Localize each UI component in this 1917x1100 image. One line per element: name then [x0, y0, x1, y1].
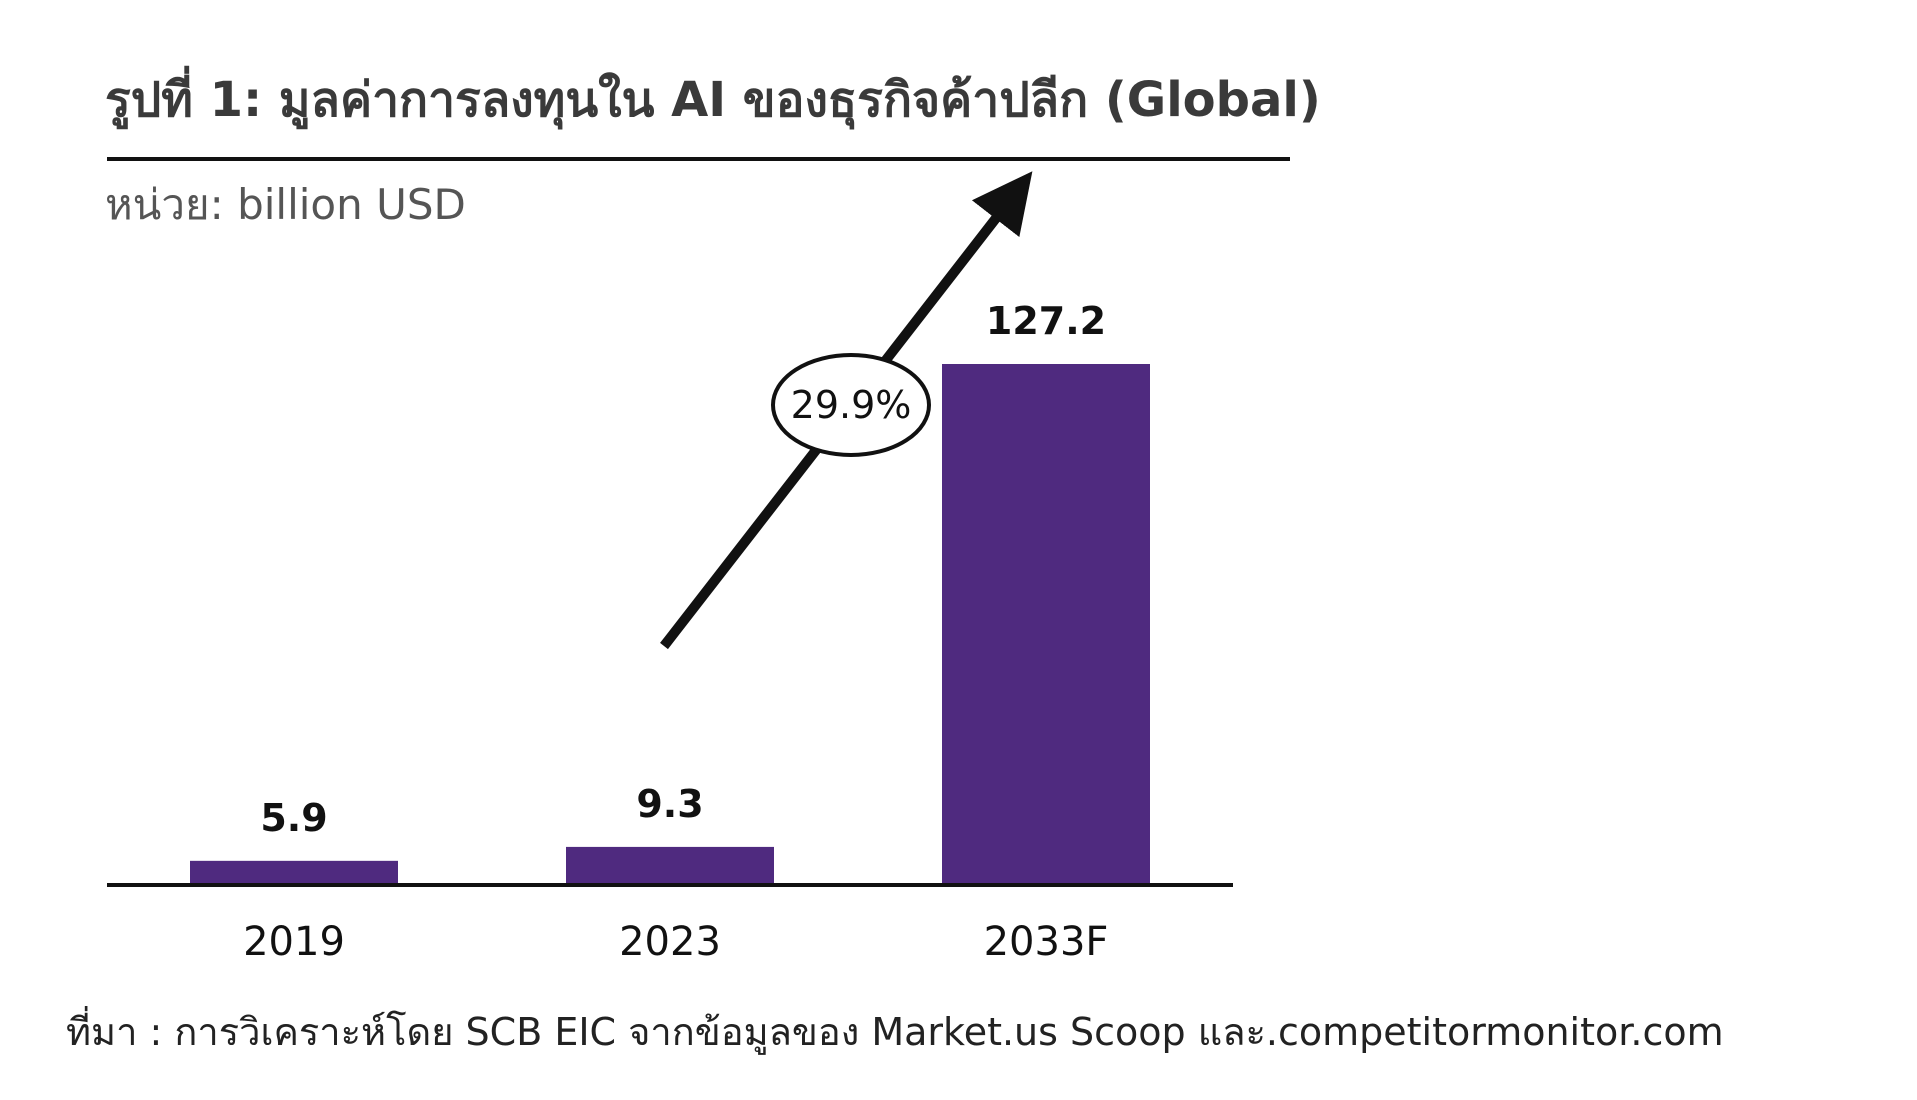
bar-2019: [190, 860, 398, 885]
bar-2023: [566, 846, 774, 885]
x-tick-label-2023: 2023: [619, 919, 721, 965]
growth-annotation: 29.9%: [660, 171, 1033, 650]
bar-2033f: [942, 364, 1150, 885]
x-tick-label-2033f: 2033F: [984, 919, 1109, 965]
x-tick-label-2019: 2019: [243, 919, 345, 965]
growth-rate-label: 29.9%: [791, 383, 912, 427]
growth-rate-oval: [771, 353, 931, 457]
data-label-2023: 9.3: [636, 782, 703, 826]
bars-layer: [190, 364, 1150, 885]
labels-layer: 5.9 2019 9.3 2023 127.2 2033F: [243, 299, 1108, 965]
data-label-2033f: 127.2: [986, 299, 1106, 343]
source-note: ที่มา : การวิเคราะห์โดย SCB EIC จากข้อมู…: [66, 1010, 1724, 1054]
data-label-2019: 5.9: [260, 796, 327, 840]
chart-title: รูปที่ 1: มูลค่าการลงทุนใน AI ของธุรกิจค…: [105, 72, 1321, 128]
unit-label: หน่วย: billion USD: [105, 180, 466, 229]
title-underline: [107, 157, 1290, 161]
